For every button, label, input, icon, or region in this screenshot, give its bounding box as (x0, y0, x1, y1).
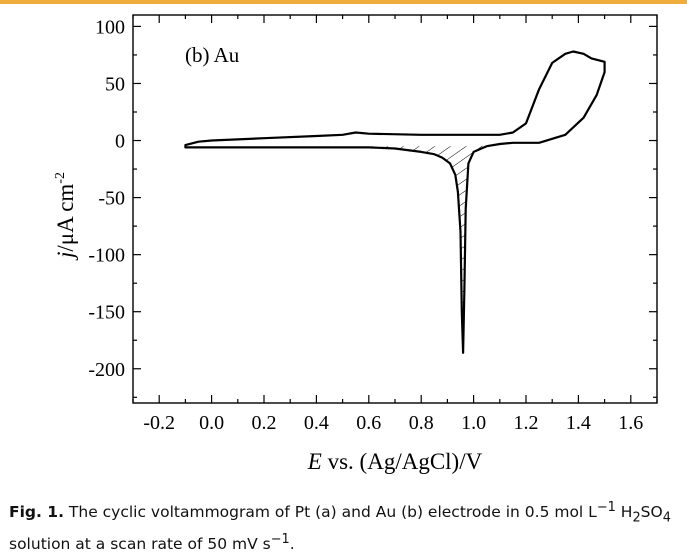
x-tick-label: -0.2 (143, 412, 175, 434)
cyclic-voltammogram-chart: -0.2 0.0 0.2 0.4 0.6 0.8 1.0 1.2 1.4 1.6 100 50 0 -50… (53, 14, 658, 474)
panel-label: (b) Au (185, 43, 240, 67)
caption-label: Fig. 1. (9, 503, 64, 522)
caption-text: The cyclic voltammogram of Pt (a) and Au… (63, 503, 597, 522)
caption-superscript: −1 (596, 500, 616, 515)
caption-subscript: 4 (662, 510, 671, 526)
plot-frame (132, 14, 658, 404)
axis-tick-labels: -0.2 0.0 0.2 0.4 0.6 0.8 1.0 1.2 1.4 1.6 100 50 0 -50… (88, 16, 643, 434)
y-tick-label: 0 (115, 131, 125, 153)
y-axis-label: j/μA cm-2 (53, 172, 78, 261)
caption-superscript: −1 (270, 532, 290, 548)
y-tick-label: 100 (95, 16, 125, 38)
y-tick-label: -150 (88, 302, 125, 324)
caption-text: . (289, 535, 295, 554)
x-tick-label: 1.2 (514, 412, 539, 434)
top-rule (0, 0, 687, 4)
caption-text: H (615, 503, 633, 522)
caption-text: SO (640, 503, 663, 522)
y-tick-label: 50 (105, 73, 125, 95)
hatched-reduction-area (368, 144, 500, 353)
x-tick-label: 0.0 (199, 412, 224, 434)
x-tick-label: 1.6 (618, 412, 643, 434)
x-axis-label: E vs. (Ag/AgCl)/V (307, 449, 483, 474)
axis-ticks (132, 15, 658, 403)
x-tick-label: 0.8 (409, 412, 434, 434)
x-tick-label: 0.6 (356, 412, 381, 434)
figure-caption: Fig. 1. The cyclic voltammogram of Pt (a… (9, 497, 684, 555)
x-tick-label: 1.4 (566, 412, 591, 434)
y-tick-label: -100 (88, 245, 125, 267)
caption-text: solution at a scan rate of 50 mV s (9, 535, 271, 554)
x-tick-label: 1.0 (461, 412, 486, 434)
y-tick-label: -50 (98, 188, 125, 210)
x-tick-label: 0.4 (304, 412, 329, 434)
x-tick-label: 0.2 (252, 412, 277, 434)
caption-subscript: 2 (632, 510, 641, 526)
y-tick-label: -200 (88, 359, 125, 381)
cv-curve-series (184, 50, 606, 354)
